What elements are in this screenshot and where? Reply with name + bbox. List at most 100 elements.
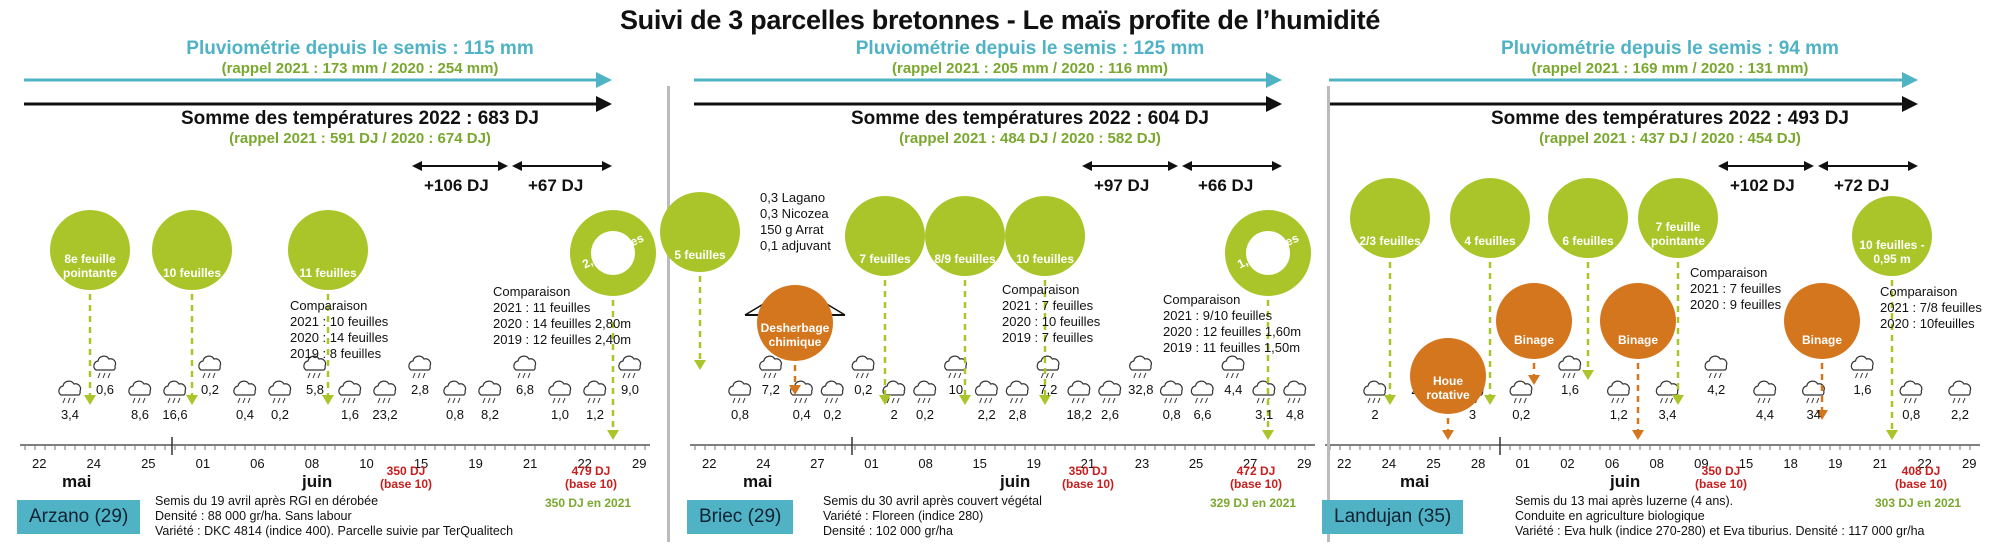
comparison-2: Comparaison 2021 : 11 feuilles 2020 : 14… [493, 284, 632, 347]
temp-total: Somme des températures 2022 : 604 DJ [850, 108, 1209, 129]
temp-rappel: (rappel 2021 : 591 DJ / 2020 : 674 DJ) [229, 130, 491, 147]
axis-tick-label: 22 [577, 456, 592, 471]
stage-circle: 6 feuilles [1548, 178, 1628, 258]
delta-arrow-left [412, 161, 422, 171]
rain-value: 18,2 [1066, 407, 1092, 422]
treatment: 0,3 Lagano 0,3 Nicozea 150 g Arrat 0,1 a… [760, 190, 831, 253]
stage-label: 10 feuilles [1015, 252, 1075, 266]
delta-arrow-right [498, 161, 508, 171]
rain-arrow-head [1902, 72, 1918, 88]
delta-arrow-right [1168, 161, 1178, 171]
stage-circle: 8e feuille pointante [50, 210, 130, 290]
stage-arrow-head [959, 395, 971, 405]
dj-base-end: 472 DJ (base 10) [1230, 464, 1283, 491]
rain-cloud-icon [1129, 355, 1152, 379]
axis-tick-label: 08 [918, 456, 933, 471]
stage-circle: 10 feuilles [1005, 196, 1085, 276]
rain-cloud-icon [851, 355, 875, 379]
rain-value: 7,2 [761, 382, 780, 397]
dj-base-mid: 350 DJ (base 10) [380, 464, 433, 491]
rain-value: 3 [1468, 407, 1477, 422]
rain-value: 0,8 [1902, 407, 1921, 422]
delta-arrow-right [1804, 161, 1814, 171]
rain-cloud-icon [268, 380, 292, 404]
field-info: Semis du 19 avril après RGI en dérobée D… [155, 494, 514, 538]
rain-value: 0,4 [792, 407, 811, 422]
delta-arrow-left [1818, 161, 1828, 171]
panel-divider [667, 86, 670, 542]
stage-circle: 7 feuille pointante [1638, 178, 1718, 258]
rain-cloud-icon [974, 380, 998, 404]
rain-cloud-icon [513, 355, 537, 379]
rain-value: 4,4 [1755, 407, 1775, 422]
delta-arrow-right [1272, 161, 1282, 171]
temp-rappel: (rappel 2021 : 437 DJ / 2020 : 454 DJ) [1539, 130, 1801, 147]
stage-circle: 7 feuilles [845, 196, 925, 276]
stage-circle: 8/9 feuilles [925, 196, 1005, 276]
stage-arrow-head [1384, 395, 1396, 405]
rain-rappel: (rappel 2021 : 205 mm / 2020 : 116 mm) [892, 60, 1168, 77]
rain-value: 2,6 [1100, 407, 1120, 422]
operation-label: Binage [1513, 333, 1554, 347]
operation-circle: Desherbage chimique [757, 285, 833, 361]
rain-cloud-icon [913, 380, 937, 404]
axis-tick-label: 22 [1917, 456, 1932, 471]
rain-value: 0,2 [915, 407, 935, 422]
rain-cloud-icon [1509, 380, 1533, 404]
stage-label: 8/9 feuilles [934, 252, 996, 266]
rain-value: 2 [1371, 407, 1379, 422]
height-arrow-head [607, 430, 619, 440]
comparison-1: Comparaison 2021 : 10 feuilles 2020 : 14… [290, 298, 389, 361]
axis-tick-label: 01 [195, 456, 211, 471]
rain-value: 2,2 [1950, 407, 1970, 422]
stage-circle: 11 feuilles [288, 210, 368, 290]
temp-total: Somme des températures 2022 : 493 DJ [1490, 108, 1849, 129]
axis-tick-label: 25 [141, 456, 156, 471]
rain-cloud-icon [1252, 380, 1276, 404]
axis-tick-label: 22 [702, 456, 717, 471]
rain-cloud-icon [583, 380, 607, 404]
delta-arrow-right [1908, 161, 1918, 171]
dj-base-mid: 350 DJ (base 10) [1695, 464, 1748, 491]
axis-tick-label: 25 [1426, 456, 1441, 471]
rain-value: 8,6 [130, 407, 150, 422]
rain-value: 1,2 [585, 407, 605, 422]
rain-value: 0,8 [1162, 407, 1181, 422]
rain-value: 0,2 [200, 382, 220, 397]
axis-tick-label: 22 [1337, 456, 1352, 471]
dj-base-end: 408 DJ (base 10) [1895, 464, 1948, 491]
rain-cloud-icon [1899, 380, 1923, 404]
stage-arrow-head [84, 395, 96, 405]
rain-cloud-icon [1558, 355, 1582, 379]
dj-base-mid: 350 DJ (base 10) [1062, 464, 1115, 491]
axis-tick-label: 06 [250, 456, 265, 471]
rain-cloud-icon [882, 380, 906, 404]
rain-cloud-icon [338, 380, 362, 404]
axis-tick-label: 15 [413, 456, 429, 471]
rain-value: 0,2 [854, 382, 873, 397]
dj-2021: 329 DJ en 2021 [1210, 496, 1297, 510]
rain-cloud-icon [373, 380, 397, 404]
rain-value: 6,8 [515, 382, 535, 397]
stage-label: 4 feuilles [1464, 234, 1516, 248]
rain-value: 16,6 [162, 407, 188, 422]
rain-value: 6,6 [1193, 407, 1212, 422]
rain-value: 0,8 [730, 407, 750, 422]
delta-arrow-left [1718, 161, 1728, 171]
rain-cloud-icon [408, 355, 432, 379]
axis-tick-label: 02 [1560, 456, 1575, 471]
axis-tick-label: 21 [522, 456, 538, 471]
rain-cloud-icon [944, 355, 967, 379]
rain-cloud-icon [1005, 380, 1029, 404]
stage-label: 2/3 feuilles [1359, 234, 1421, 248]
rain-value: 4,8 [1285, 407, 1305, 422]
delta-label-1: +97 DJ [1094, 176, 1150, 195]
rain-value: 1,6 [1853, 382, 1872, 397]
rain-cloud-icon [1221, 355, 1245, 379]
rain-value: 3,1 [1255, 407, 1274, 422]
rain-cloud-icon [1704, 355, 1728, 379]
axis-tick-label: 15 [1738, 456, 1754, 471]
operation-circle: Binage [1600, 283, 1676, 359]
stage-label: 6 feuilles [1562, 234, 1614, 248]
rain-cloud-icon [1098, 380, 1122, 404]
